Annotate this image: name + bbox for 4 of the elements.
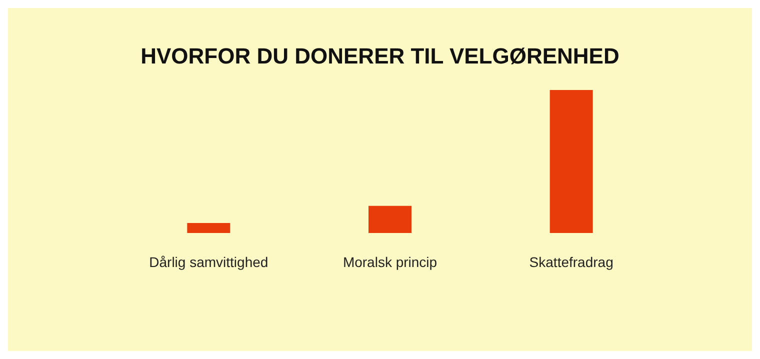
x-tick-label: Moralsk princip: [342, 254, 438, 270]
chart-title: HVORFOR DU DONERER TIL VELGØRENHED: [140, 44, 620, 68]
x-tick-label: Dårlig samvittighed: [149, 254, 268, 270]
x-tick-label: Skattefradrag: [529, 254, 614, 270]
